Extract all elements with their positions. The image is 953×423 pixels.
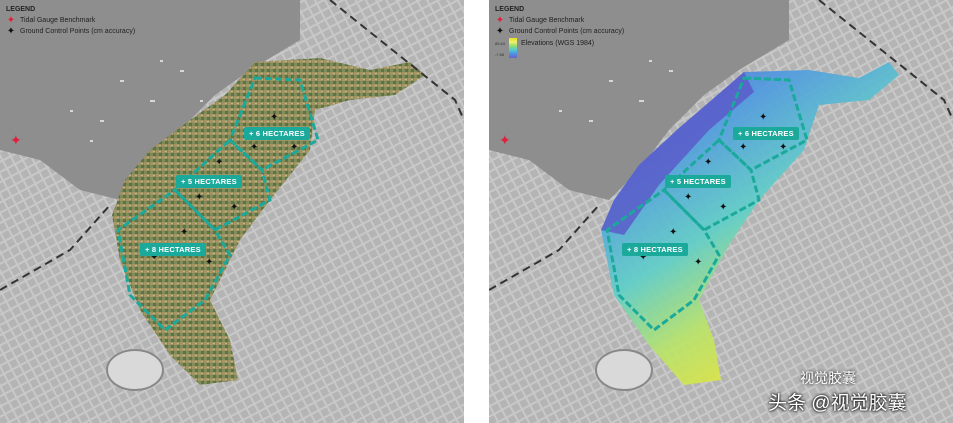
- legend-item-tidal: ✦ Tidal Gauge Benchmark: [495, 15, 624, 26]
- low-elevation-shore: [601, 72, 754, 235]
- dashed-boundary: [0, 204, 111, 291]
- black-star-icon: ✦: [495, 26, 505, 37]
- zone-label-6ha: + 6 HECTARES: [733, 127, 799, 140]
- svg-text:✦: ✦: [215, 157, 223, 168]
- svg-text:✦: ✦: [719, 202, 727, 213]
- stadium: [595, 349, 653, 391]
- legend-label-gcp: Ground Control Points (cm accuracy): [20, 28, 136, 35]
- gcp-markers: ✦ ✦ ✦ ✦ ✦ ✦ ✦ ✦ ✦: [150, 112, 298, 268]
- orthophoto-map: ✦✦ ✦✦ ✦✦ ✦✦ ✦ ✦: [0, 0, 464, 423]
- legend-item-gcp: ✦ Ground Control Points (cm accuracy): [495, 26, 624, 37]
- zone-label-8ha: + 8 HECTARES: [140, 243, 206, 256]
- elevation-map: ✦✦ ✦✦ ✦✦ ✦✦ ✦ ✦: [489, 0, 953, 423]
- legend: LEGEND ✦ Tidal Gauge Benchmark ✦ Ground …: [6, 4, 135, 37]
- black-star-icon: ✦: [6, 26, 16, 37]
- boats: [70, 60, 203, 142]
- zone-label-8ha: + 8 HECTARES: [622, 243, 688, 256]
- zone-label-6ha: + 6 HECTARES: [244, 127, 310, 140]
- orthophoto-coverage: [112, 58, 425, 385]
- watermark-text: 头条 @视觉胶囊: [768, 393, 907, 414]
- svg-text:✦: ✦: [150, 252, 158, 263]
- red-cross-icon: ✦: [495, 15, 505, 26]
- tidal-benchmark-marker: ✦: [499, 132, 511, 148]
- svg-text:✦: ✦: [684, 192, 692, 203]
- boats: [559, 60, 673, 122]
- zone-label-5ha: + 5 HECTARES: [176, 175, 242, 188]
- ramp-max-label: 85.64: [495, 41, 506, 46]
- svg-text:✦: ✦: [669, 227, 677, 238]
- legend-title: LEGEND: [6, 6, 36, 13]
- legend-item-elevation: 85.64 -7.68 Elevations (WGS 1984): [495, 38, 624, 58]
- svg-text:✦: ✦: [639, 252, 647, 263]
- legend-label-tidal: Tidal Gauge Benchmark: [20, 17, 96, 24]
- stadium: [106, 349, 164, 391]
- svg-text:✦: ✦: [270, 112, 278, 123]
- ramp-labels: 85.64 -7.68: [495, 38, 505, 58]
- dashed-boundary: [489, 204, 600, 291]
- svg-text:✦: ✦: [779, 142, 787, 153]
- svg-text:✦: ✦: [290, 142, 298, 153]
- dashed-boundary-east: [818, 0, 953, 121]
- legend-label-gcp: Ground Control Points (cm accuracy): [509, 28, 625, 35]
- legend: LEGEND ✦ Tidal Gauge Benchmark ✦ Ground …: [495, 4, 624, 58]
- svg-text:✦: ✦: [759, 112, 767, 123]
- svg-text:✦: ✦: [739, 142, 747, 153]
- svg-text:✦: ✦: [694, 257, 702, 268]
- legend-item-gcp: ✦ Ground Control Points (cm accuracy): [6, 26, 135, 37]
- ramp-min-label: -7.68: [495, 52, 505, 57]
- svg-text:✦: ✦: [195, 192, 203, 203]
- orthophoto-map-panel: ✦ ✦ ✦ ✦ ✦ ✦ ✦ ✦ ✦ ✦ LEGEND ✦ Tidal Gauge Ben…: [0, 0, 464, 423]
- zone-label-5ha: + 5 HECTARES: [665, 175, 731, 188]
- elevation-map-panel: ✦ ✦ ✦ ✦ ✦ ✦ ✦ ✦ ✦ ✦ LEGEND ✦ Tidal Gauge Ben…: [489, 0, 953, 423]
- svg-text:✦: ✦: [704, 157, 712, 168]
- svg-text:✦: ✦: [180, 227, 188, 238]
- svg-text:✦: ✦: [205, 257, 213, 268]
- legend-title: LEGEND: [495, 6, 525, 13]
- svg-text:✦: ✦: [250, 142, 258, 153]
- dashed-boundary-east: [329, 0, 464, 121]
- gcp-markers: ✦ ✦ ✦ ✦ ✦ ✦ ✦ ✦ ✦: [639, 112, 787, 268]
- red-cross-icon: ✦: [6, 15, 16, 26]
- elevation-color-ramp: [509, 38, 517, 58]
- tidal-benchmark-marker: ✦: [10, 132, 22, 148]
- watermark-logo-text: 视觉胶囊: [800, 370, 856, 386]
- legend-label-elevation: Elevations (WGS 1984): [521, 40, 595, 47]
- legend-item-tidal: ✦ Tidal Gauge Benchmark: [6, 15, 135, 26]
- legend-label-tidal: Tidal Gauge Benchmark: [509, 17, 585, 24]
- svg-text:✦: ✦: [230, 202, 238, 213]
